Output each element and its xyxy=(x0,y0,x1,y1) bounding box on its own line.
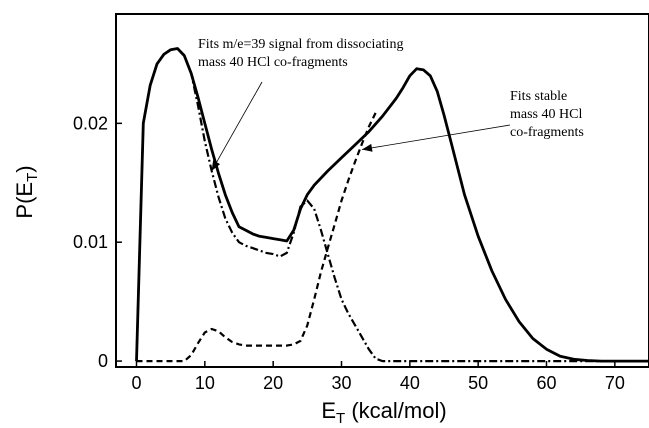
x-tick-label-5: 50 xyxy=(468,373,488,393)
plot-frame xyxy=(115,13,649,368)
annotations: Fits m/e=39 signal from dissociating mass… xyxy=(198,37,584,172)
y-tick-label-2: 0.02 xyxy=(73,113,108,133)
y-tick-label-0: 0 xyxy=(98,351,108,371)
x-tick-label-1: 10 xyxy=(195,373,215,393)
annotation-dissociating-line-1: mass 40 HCl co-fragments xyxy=(198,55,348,70)
x-tick-label-7: 70 xyxy=(605,373,625,393)
series-line-dashed xyxy=(136,112,377,363)
x-tick-label-3: 30 xyxy=(331,373,351,393)
annotation-stable: Fits stable mass 40 HCl co-fragments xyxy=(510,89,584,140)
annotation-stable-line-2: co-fragments xyxy=(510,125,584,140)
annotation-dissociating-arrowhead xyxy=(211,160,221,171)
x-axis-label: ET (kcal/mol) xyxy=(321,398,446,427)
annotation-stable-line-1: mass 40 HCl xyxy=(510,107,582,122)
annotation-stable-arrow xyxy=(361,124,511,150)
annotation-dissociating-line-0: Fits m/e=39 signal from dissociating xyxy=(198,37,403,52)
x-tick-label-0: 0 xyxy=(131,373,141,393)
annotation-stable-arrowhead xyxy=(362,143,373,152)
x-tick-label-6: 60 xyxy=(536,373,556,393)
x-tick-label-2: 20 xyxy=(263,373,283,393)
annotation-stable-line-0: Fits stable xyxy=(510,89,567,104)
x-tick-label-4: 40 xyxy=(400,373,420,393)
annotation-dissociating-arrow xyxy=(211,81,263,172)
y-axis-label: P(ET) xyxy=(12,165,41,218)
series-line-solid xyxy=(135,47,649,363)
y-tick-labels: 0 0.01 0.02 xyxy=(73,113,108,371)
axis-ticks xyxy=(116,122,616,367)
series-line-dashdot xyxy=(135,47,649,363)
x-tick-labels: 0 10 20 30 40 50 60 70 xyxy=(131,373,624,393)
series-layer xyxy=(135,47,649,363)
y-tick-label-1: 0.01 xyxy=(73,232,108,252)
annotation-dissociating: Fits m/e=39 signal from dissociating mass… xyxy=(198,37,403,70)
